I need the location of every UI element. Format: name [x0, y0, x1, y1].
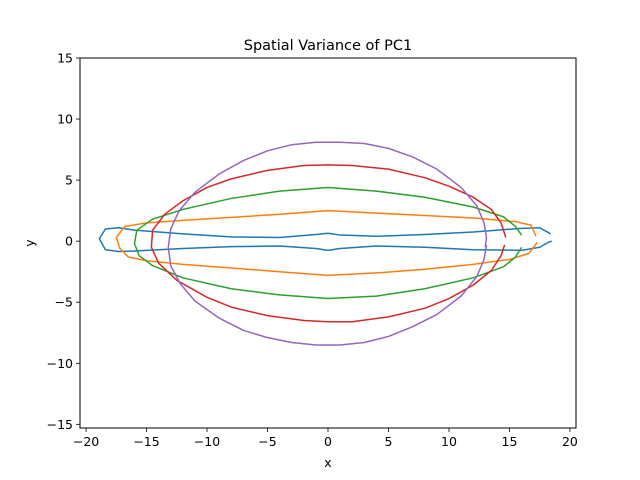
series-line-5: [167, 141, 488, 346]
plot-lines: [98, 141, 552, 346]
x-tick-label: 20: [562, 434, 578, 449]
x-tick-label: −5: [258, 434, 276, 449]
series-line-3: [133, 186, 523, 300]
series-line-1: [98, 226, 552, 253]
x-tick-label: −10: [194, 434, 220, 449]
y-tick-label: 5: [65, 173, 73, 188]
x-tick-label: 5: [385, 434, 393, 449]
y-axis: −15 −10 −5 0 5 10 15: [47, 51, 80, 432]
x-tick-label: −20: [73, 434, 99, 449]
axes-frame: [79, 57, 577, 429]
x-tick-label: 15: [502, 434, 518, 449]
y-tick-label: 0: [65, 234, 73, 249]
series-line-2: [115, 209, 538, 277]
chart-title: Spatial Variance of PC1: [244, 38, 412, 54]
x-axis-label: x: [324, 455, 331, 470]
x-tick-label: −15: [133, 434, 159, 449]
y-tick-label: −10: [47, 356, 73, 371]
x-axis: −20 −15 −10 −5 0 5 10 15 20: [73, 428, 578, 449]
y-tick-label: 15: [57, 51, 73, 66]
y-axis-label: y: [22, 239, 37, 247]
y-tick-label: 10: [57, 112, 73, 127]
series-line-4: [150, 164, 507, 323]
y-tick-label: −15: [47, 417, 73, 432]
y-tick-label: −5: [55, 295, 73, 310]
x-tick-label: 10: [441, 434, 457, 449]
x-tick-label: 0: [324, 434, 332, 449]
